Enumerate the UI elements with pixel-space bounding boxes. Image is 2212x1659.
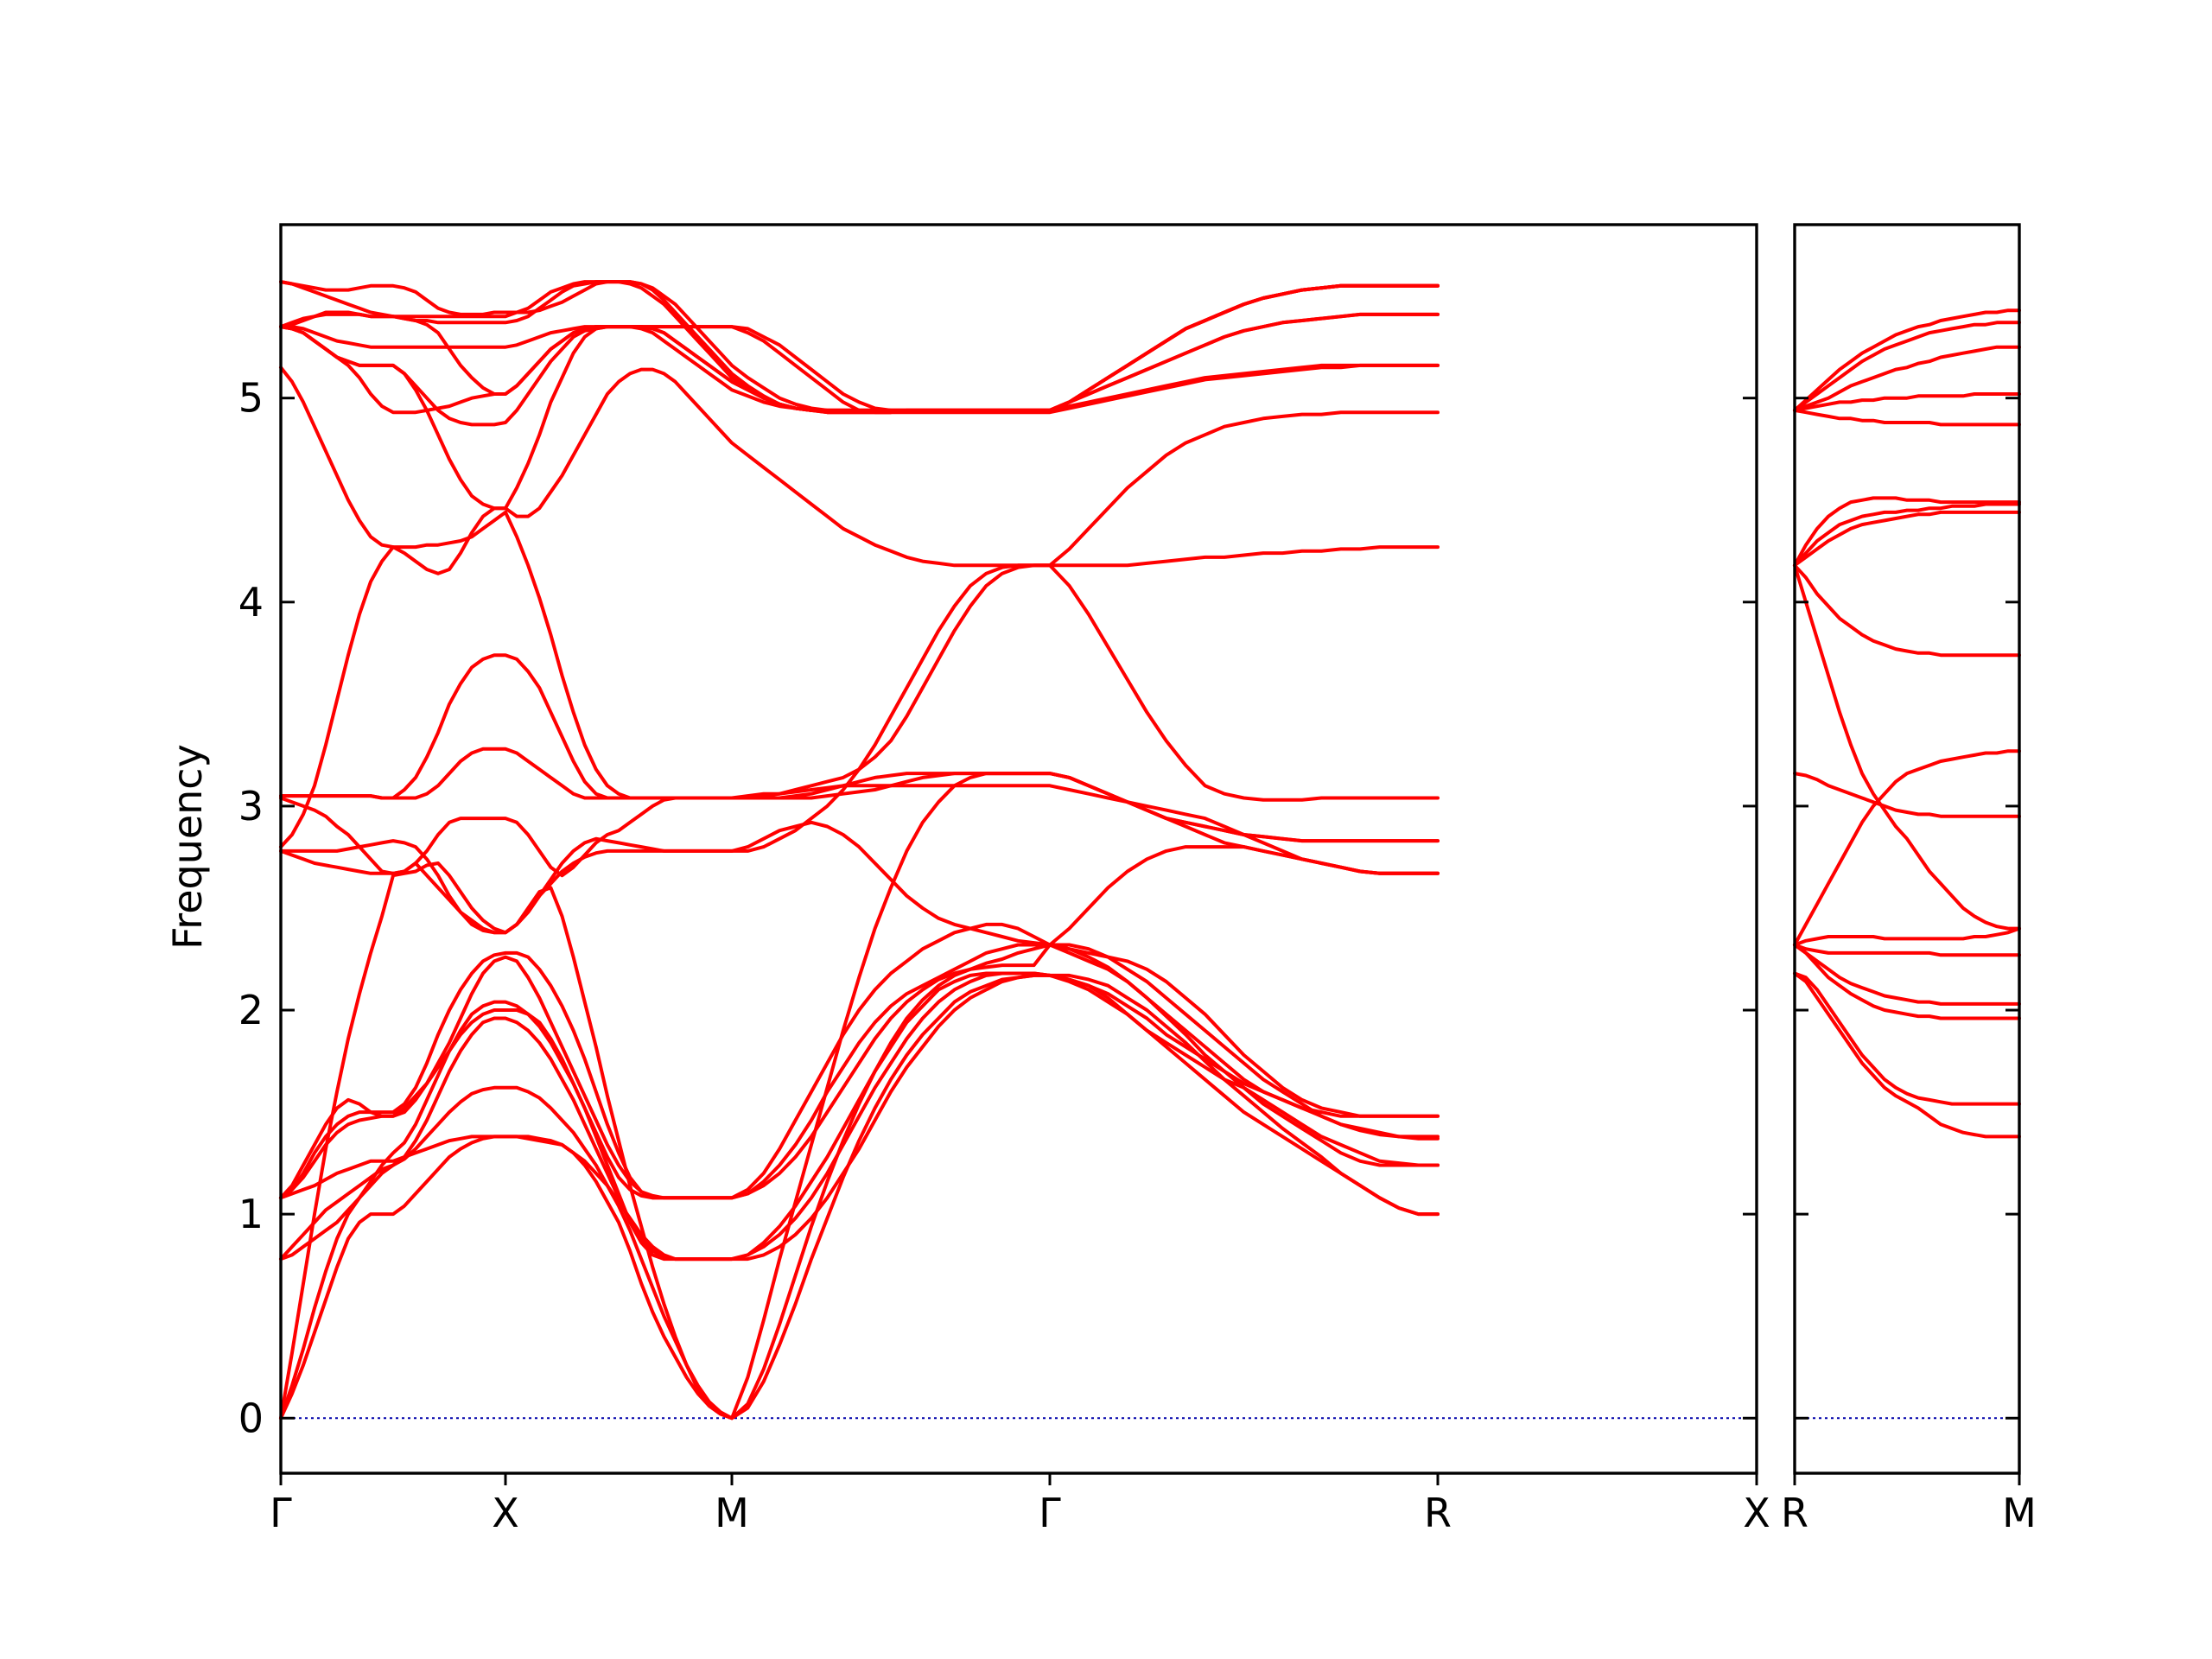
- band-line-3: [1793, 943, 2021, 1020]
- x-tick-label: Γ: [270, 1490, 292, 1536]
- band-line-17: [279, 325, 1440, 415]
- band-line-11: [1793, 510, 2021, 568]
- band-line-4: [279, 971, 1440, 1262]
- y-tick-label: 1: [238, 1191, 264, 1237]
- band-line-9: [1793, 563, 2021, 931]
- panel-frame: [1793, 223, 2021, 1475]
- y-axis-title: Frequency: [164, 744, 211, 950]
- x-tick-label: R: [1424, 1490, 1452, 1536]
- band-line-8: [1793, 772, 2021, 818]
- band-line-15: [279, 653, 1440, 843]
- band-line-14: [1793, 408, 2021, 427]
- y-tick-label: 3: [238, 783, 264, 830]
- x-tick-label: X: [492, 1490, 519, 1536]
- band-line-18: [1793, 308, 2021, 412]
- x-tick-label: M: [715, 1490, 749, 1536]
- x-tick-label: R: [1781, 1490, 1808, 1536]
- band-line-17: [1793, 321, 2021, 412]
- band-line-4: [1793, 943, 2021, 1006]
- band-line-1: [1793, 971, 2021, 1139]
- band-panel-side: [1793, 223, 2021, 1475]
- x-tick-label: X: [1743, 1490, 1770, 1536]
- y-axis-ticks: 0 1 2 3 4 5: [238, 375, 2019, 1441]
- band-line-2: [1793, 971, 2021, 1106]
- band-line-24: [279, 283, 1440, 412]
- band-line-6: [1793, 926, 2021, 947]
- band-line-16: [279, 365, 1440, 575]
- band-line-9: [279, 943, 1440, 1200]
- y-tick-label: 4: [238, 579, 264, 626]
- band-line-12: [1793, 502, 2021, 568]
- band-line-7: [1793, 749, 2021, 947]
- y-tick-label: 0: [238, 1395, 264, 1441]
- band-line-11: [279, 545, 1440, 935]
- x-tick-label: Γ: [1039, 1490, 1061, 1536]
- panel-frame: [279, 223, 1758, 1475]
- band-line-5: [1793, 943, 2021, 957]
- band-line-6: [279, 973, 1440, 1262]
- y-tick-label: 5: [238, 375, 264, 422]
- band-line-13: [1793, 496, 2021, 568]
- band-line-15: [1793, 392, 2021, 412]
- band-panel-main: [279, 223, 1758, 1475]
- y-tick-label: 2: [238, 987, 264, 1033]
- band-line-2: [279, 943, 1440, 1421]
- band-line-20: [279, 310, 1440, 415]
- x-tick-label: M: [2002, 1490, 2037, 1536]
- band-line-16: [1793, 345, 2021, 412]
- band-line-10: [1793, 563, 2021, 658]
- band-line-13: [279, 772, 1440, 878]
- band-line-18: [279, 325, 1440, 427]
- band-line-3: [279, 772, 1440, 1421]
